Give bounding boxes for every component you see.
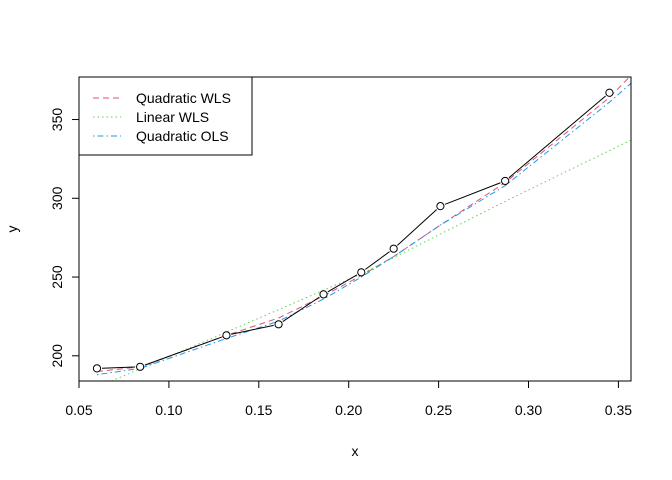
y-tick-label: 300 xyxy=(49,186,65,210)
data-point xyxy=(92,364,102,373)
x-tick-label: 0.20 xyxy=(335,402,362,418)
y-tick-label: 350 xyxy=(49,108,65,132)
observed-segment xyxy=(397,209,438,246)
data-point xyxy=(136,362,145,371)
x-axis: 0.05 0.10 0.15 0.20 0.25 0.30 0.35 xyxy=(65,380,632,418)
x-tick-label: 0.35 xyxy=(605,402,632,418)
observed-segment xyxy=(327,274,358,293)
data-point xyxy=(605,88,614,97)
observed-segment xyxy=(282,296,320,322)
legend-label: Linear WLS xyxy=(136,109,209,125)
data-point xyxy=(319,290,328,299)
x-tick-label: 0.30 xyxy=(515,402,542,418)
legend-label: Quadratic OLS xyxy=(136,128,229,144)
y-tick-label: 250 xyxy=(49,265,65,289)
data-point xyxy=(436,202,445,211)
x-tick-label: 0.05 xyxy=(65,402,92,418)
x-tick-label: 0.25 xyxy=(425,402,452,418)
legend-label: Quadratic WLS xyxy=(136,90,231,106)
legend-box xyxy=(78,76,253,156)
data-point xyxy=(274,320,283,329)
series-line-quadratic-ols xyxy=(96,82,631,376)
x-tick-label: 0.15 xyxy=(245,402,272,418)
data-point xyxy=(357,268,366,277)
data-point xyxy=(501,176,510,186)
x-axis-label: x xyxy=(352,443,359,459)
observed-segment xyxy=(365,251,390,270)
x-tick-label: 0.10 xyxy=(155,402,182,418)
observed-segment xyxy=(444,182,501,205)
observed-segment xyxy=(144,336,222,366)
y-axis-label: y xyxy=(4,226,20,233)
observed-segment xyxy=(101,366,136,369)
y-tick-label: 200 xyxy=(49,344,65,368)
observed-segment xyxy=(508,95,606,179)
data-point xyxy=(389,244,398,253)
y-axis: 200 250 300 350 xyxy=(49,108,80,368)
series-line-linear-wls xyxy=(111,139,631,381)
data-point xyxy=(222,331,231,340)
observed-segment xyxy=(231,324,274,335)
legend: Quadratic WLS Linear WLS Quadratic OLS xyxy=(78,76,253,156)
